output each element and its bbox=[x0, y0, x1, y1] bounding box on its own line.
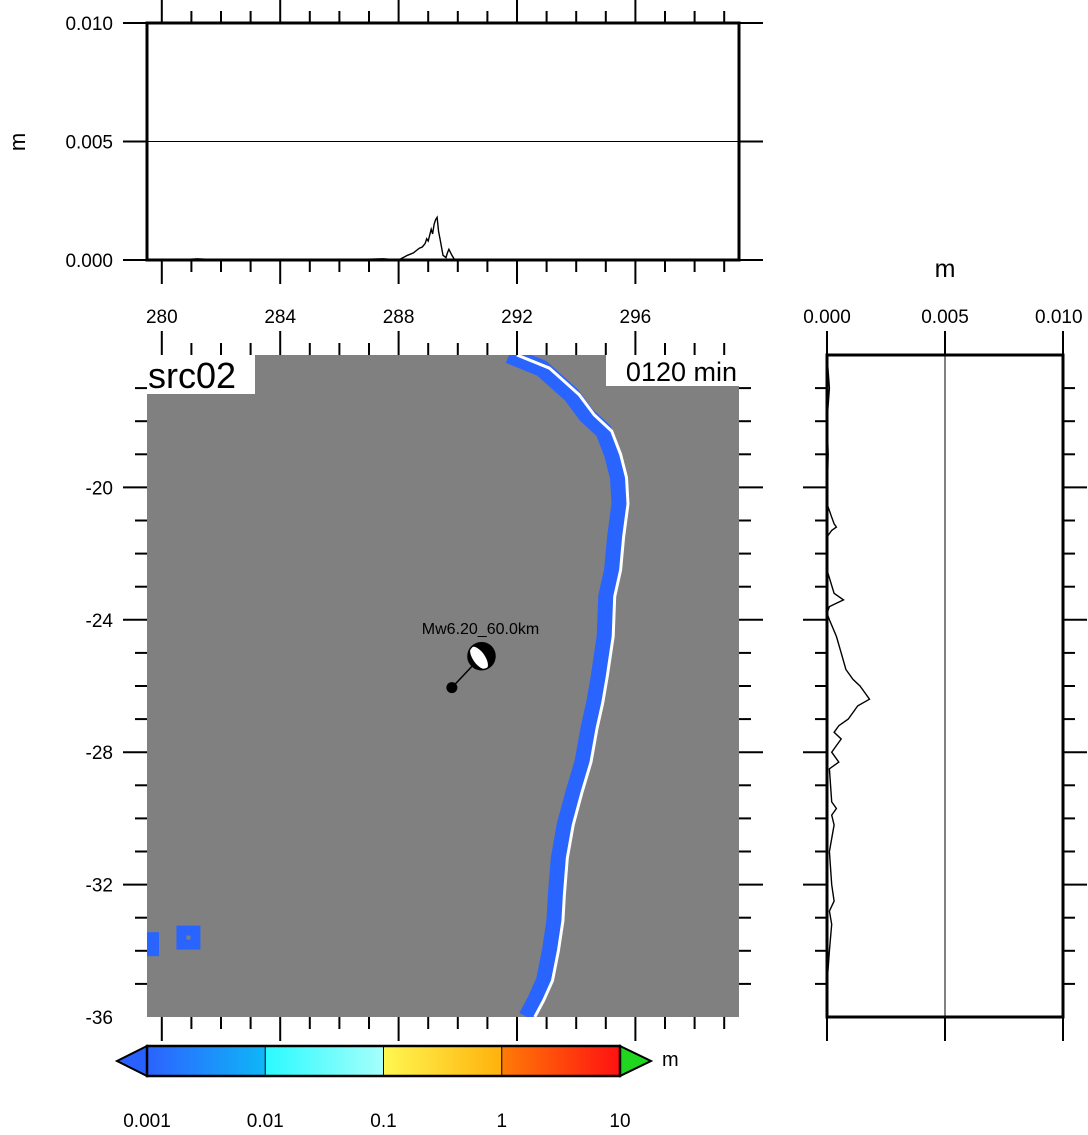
map-background bbox=[147, 355, 739, 1017]
top-x-tick-label: 296 bbox=[620, 307, 652, 328]
right-profile-plot: 0.000 0.005 0.010 m bbox=[803, 255, 1087, 1041]
top-y-tick-label: 0.000 bbox=[65, 251, 113, 272]
top-y-tick-label: 0.005 bbox=[65, 133, 113, 154]
top-plot-frame bbox=[145, 21, 741, 262]
focal-mechanism-icon bbox=[467, 641, 496, 671]
top-x-tick-label: 280 bbox=[146, 307, 178, 328]
colorbar-segment bbox=[265, 1046, 384, 1076]
coastline bbox=[516, 355, 630, 1017]
epicenter-marker bbox=[446, 682, 458, 694]
colorbar: 0.001 0.01 0.1 1 10 m bbox=[114, 1044, 679, 1132]
colorbar-tick-label: 10 bbox=[609, 1111, 630, 1132]
beachball-outline bbox=[467, 641, 496, 671]
right-x-axis-label: m bbox=[935, 255, 956, 283]
colorbar-tick-label: 0.01 bbox=[247, 1111, 284, 1132]
map-y-tick-label: -20 bbox=[86, 478, 113, 499]
map-y-tick-label: -32 bbox=[86, 876, 113, 897]
top-profile-plot: 0.000 0.005 0.010 280 284 288 292 296 m bbox=[5, 0, 763, 328]
map-plot: -20 -24 -28 -32 -36 Mw6.20_60.0km src02 0120… bbox=[86, 331, 763, 1041]
map-y-tick-label: -24 bbox=[86, 611, 114, 632]
top-y-axis-label: m bbox=[5, 133, 30, 151]
beachball-dilatation bbox=[470, 646, 488, 670]
island-wave-marker bbox=[147, 932, 159, 957]
map-y-tick-label: -36 bbox=[86, 1008, 113, 1029]
right-x-tick-label: 0.005 bbox=[921, 307, 969, 328]
event-label: Mw6.20_60.0km bbox=[422, 621, 539, 638]
coastal-wave-band bbox=[505, 355, 629, 1017]
colorbar-under-triangle bbox=[114, 1044, 148, 1078]
island-marker-center bbox=[186, 935, 191, 940]
colorbar-segment bbox=[383, 1046, 502, 1076]
right-plot-frame bbox=[825, 353, 1065, 1019]
colorbar-tick-label: 0.1 bbox=[370, 1111, 396, 1132]
top-y-tick-label: 0.010 bbox=[65, 14, 113, 35]
map-title: src02 bbox=[148, 355, 236, 396]
right-profile-line bbox=[826, 354, 871, 1017]
colorbar-segment bbox=[501, 1046, 620, 1076]
top-profile-line bbox=[176, 215, 725, 261]
top-x-tick-label: 288 bbox=[383, 307, 415, 328]
colorbar-segment bbox=[147, 1046, 266, 1076]
time-label: 0120 min bbox=[626, 357, 737, 387]
right-x-tick-label: 0.010 bbox=[1035, 307, 1083, 328]
colorbar-over-triangle bbox=[619, 1044, 654, 1078]
colorbar-tick-label: 1 bbox=[496, 1111, 507, 1132]
right-x-tick-label: 0.000 bbox=[803, 307, 851, 328]
colorbar-tick-label: 0.001 bbox=[123, 1111, 171, 1132]
map-y-tick-label: -28 bbox=[86, 743, 113, 764]
title-box bbox=[147, 355, 255, 394]
top-x-tick-label: 292 bbox=[501, 307, 533, 328]
time-box bbox=[606, 355, 739, 386]
top-x-tick-label: 284 bbox=[264, 307, 296, 328]
colorbar-unit-label: m bbox=[662, 1049, 679, 1071]
